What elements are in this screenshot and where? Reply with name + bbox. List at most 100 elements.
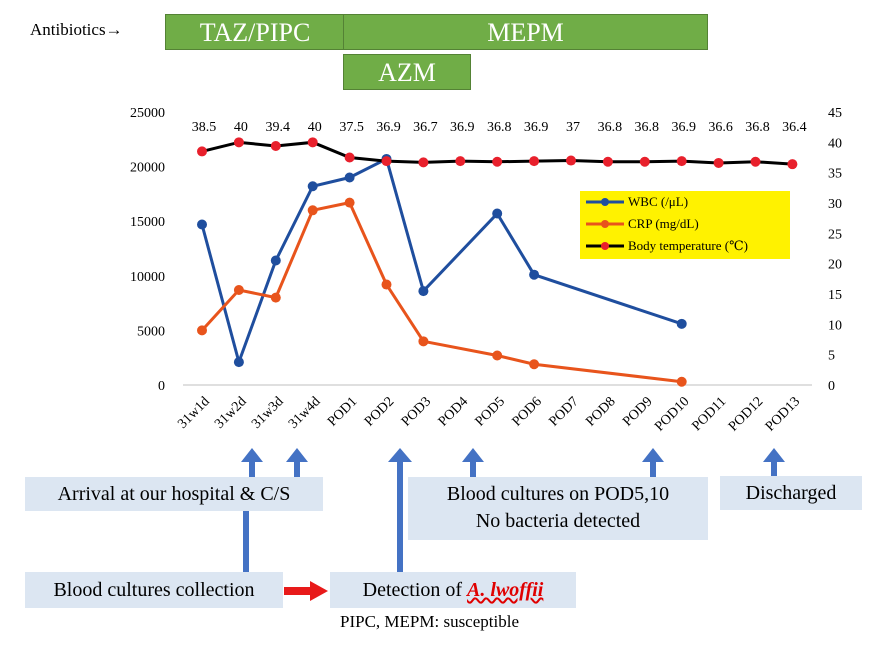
y-left-tick-label: 25000 <box>130 106 165 121</box>
legend-item-wbc: WBC (/μL) <box>580 191 790 213</box>
series-line-wbc <box>200 156 683 368</box>
legend-item-temperature: Body temperature (℃) <box>580 235 790 257</box>
y-right-tick-label: 20 <box>828 258 842 273</box>
data-point-wbc <box>197 219 207 230</box>
data-point-crp <box>529 359 540 370</box>
arrow-up-icon <box>388 448 412 578</box>
series-line-crp <box>200 200 682 384</box>
data-point-temperature <box>529 156 540 167</box>
y-right-tick-label: 40 <box>828 136 842 151</box>
legend-swatch-wbc <box>586 198 624 206</box>
data-point-crp <box>197 325 207 336</box>
data-label-temperature: 37.5 <box>339 120 364 135</box>
x-tick-label: POD1 <box>325 394 360 429</box>
detection-prefix: Detection of <box>362 579 468 601</box>
arrow-up-icon <box>763 448 785 480</box>
data-point-temperature <box>750 156 761 167</box>
x-tick-label: POD12 <box>726 394 766 434</box>
data-label-temperature: 39.4 <box>266 120 291 135</box>
data-point-crp <box>344 197 355 208</box>
x-tick-label: POD11 <box>689 394 729 434</box>
arrow-up-icon <box>286 448 308 480</box>
detection-organism: A. lwoffii <box>467 579 544 601</box>
arrow-up-icon <box>642 448 664 480</box>
x-tick-label: POD7 <box>546 394 581 429</box>
data-label-temperature: 36.9 <box>376 120 401 135</box>
data-point-temperature <box>233 137 244 148</box>
data-label-temperature: 36.8 <box>745 120 770 135</box>
data-point-crp <box>381 279 392 290</box>
data-point-wbc <box>307 181 318 192</box>
x-tick-label: POD2 <box>362 394 397 429</box>
data-point-wbc <box>676 318 687 329</box>
x-tick-label: 31w3d <box>249 394 287 432</box>
susceptibility-text: PIPC, MEPM: susceptible <box>340 612 519 631</box>
y-left-tick-label: 10000 <box>130 270 165 285</box>
y-left-tick-label: 0 <box>158 379 165 394</box>
data-label-temperature: 40 <box>308 120 322 135</box>
data-point-temperature <box>676 156 687 167</box>
legend-label-crp: CRP (mg/dL) <box>628 216 699 231</box>
data-point-wbc <box>344 172 355 183</box>
arrow-right-icon <box>284 581 328 601</box>
data-point-temperature <box>344 152 355 163</box>
x-tick-label: POD6 <box>510 394 545 429</box>
y-left-tick-label: 15000 <box>130 215 165 230</box>
x-tick-label: POD3 <box>399 394 434 429</box>
x-tick-label: 31w2d <box>212 394 250 432</box>
data-label-temperature: 37 <box>566 120 580 135</box>
chart-legend: WBC (/μL) CRP (mg/dL) Body temperature (… <box>580 191 790 259</box>
blood-collection-note: Blood cultures collection <box>25 572 283 608</box>
data-point-temperature <box>602 156 613 167</box>
data-point-temperature <box>492 156 503 167</box>
data-point-temperature <box>566 155 576 166</box>
data-label-temperature: 38.5 <box>192 120 217 135</box>
y-right-tick-label: 35 <box>828 167 842 182</box>
data-point-temperature <box>307 137 318 148</box>
data-point-crp <box>676 376 687 387</box>
arrow-up-icon <box>462 448 484 480</box>
x-tick-label: POD5 <box>473 394 508 429</box>
data-point-wbc <box>492 208 503 219</box>
blood-cultures-text: Blood cultures on POD5,10 <box>446 483 670 505</box>
y-right-tick-label: 10 <box>828 318 842 333</box>
x-tick-label: 31w4d <box>286 394 324 432</box>
connector-line <box>243 508 249 572</box>
data-label-temperature: 36.6 <box>708 120 733 135</box>
data-point-wbc <box>233 357 244 368</box>
data-point-temperature <box>713 157 724 168</box>
data-label-temperature: 36.9 <box>524 120 549 135</box>
x-tick-label: POD13 <box>763 394 803 434</box>
discharged-note: Discharged <box>720 476 862 510</box>
data-point-temperature <box>418 157 429 168</box>
x-tick-label: 31w1d <box>175 394 213 432</box>
x-tick-label: POD9 <box>620 394 655 429</box>
data-point-temperature <box>197 146 207 157</box>
y-right-tick-label: 5 <box>828 349 835 364</box>
data-point-wbc <box>529 269 540 280</box>
y-left-tick-label: 20000 <box>130 161 165 176</box>
data-point-temperature <box>455 156 466 167</box>
legend-swatch-temperature <box>586 242 624 250</box>
antibiotic-bar-mepm: MEPM <box>343 14 708 50</box>
detection-note: Detection of A. lwoffii <box>330 572 576 608</box>
data-point-crp <box>307 205 318 216</box>
y-right-tick-label: 0 <box>828 379 835 394</box>
data-point-temperature <box>381 156 392 167</box>
data-label-temperature: 36.9 <box>671 120 696 135</box>
antibiotic-bar-azm: AZM <box>343 54 471 90</box>
arrival-note: Arrival at our hospital & C/S <box>25 477 323 511</box>
data-point-wbc <box>270 255 281 266</box>
data-label-temperature: 36.9 <box>450 120 475 135</box>
y-right-tick-label: 25 <box>828 227 842 242</box>
data-point-temperature <box>639 156 650 167</box>
data-point-crp <box>233 284 244 295</box>
clinical-course-chart: 0 5000 10000 15000 20000 25000 0 5 10 15 20 25 30 35 4… <box>130 106 842 435</box>
data-label-temperature: 36.8 <box>635 120 660 135</box>
data-point-temperature <box>270 140 281 151</box>
data-point-temperature <box>787 159 798 170</box>
legend-label-wbc: WBC (/μL) <box>628 194 689 209</box>
data-point-crp <box>492 350 503 361</box>
legend-swatch-crp <box>586 220 624 228</box>
data-point-crp <box>270 292 281 303</box>
